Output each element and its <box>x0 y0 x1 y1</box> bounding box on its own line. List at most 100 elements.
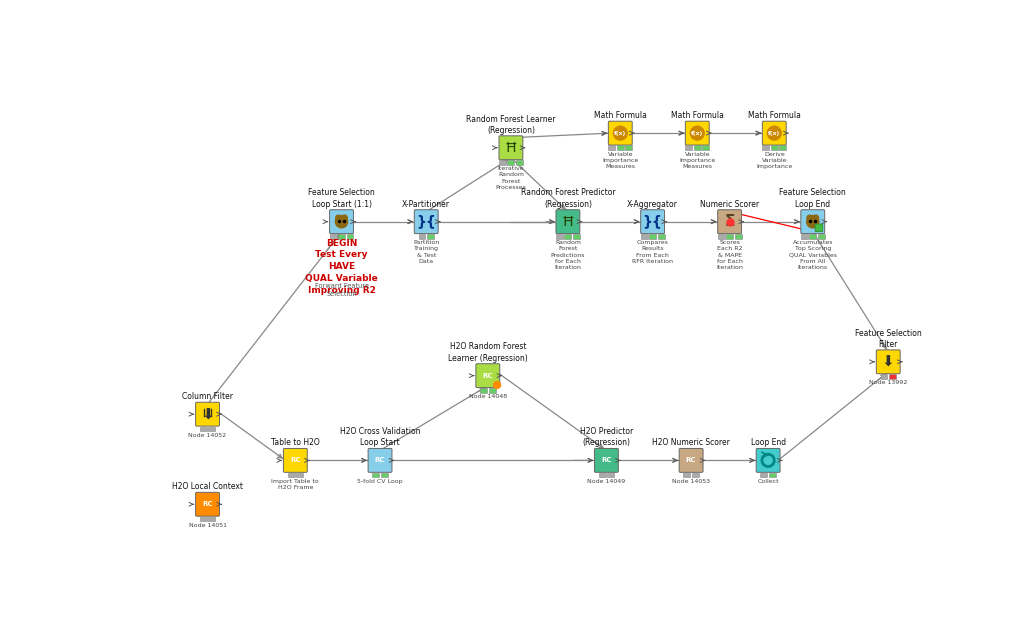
Bar <box>419 234 426 238</box>
Circle shape <box>336 215 341 221</box>
Text: H2O Numeric Scorer: H2O Numeric Scorer <box>653 438 730 447</box>
Bar <box>329 234 337 238</box>
Text: RC: RC <box>601 458 611 463</box>
FancyBboxPatch shape <box>556 210 580 233</box>
Text: ⬇: ⬇ <box>882 355 895 370</box>
Bar <box>640 234 648 238</box>
Bar <box>480 388 487 393</box>
Text: Node 14049: Node 14049 <box>587 479 626 484</box>
Bar <box>200 517 207 521</box>
Text: Math Formula: Math Formula <box>594 111 646 120</box>
Bar <box>809 234 816 238</box>
FancyBboxPatch shape <box>196 403 220 426</box>
Text: Math Formula: Math Formula <box>671 111 724 120</box>
Bar <box>760 472 768 478</box>
Text: RC: RC <box>483 372 493 379</box>
Circle shape <box>813 215 818 221</box>
Bar <box>769 472 776 478</box>
Text: Random Forest Learner
(Regression): Random Forest Learner (Regression) <box>466 115 555 135</box>
Text: H2O Random Forest
Learner (Regression): H2O Random Forest Learner (Regression) <box>448 342 527 363</box>
Bar <box>427 234 434 238</box>
Bar <box>889 374 896 379</box>
Circle shape <box>807 215 812 221</box>
Text: f(x): f(x) <box>691 131 703 136</box>
FancyBboxPatch shape <box>876 350 900 374</box>
Bar <box>771 146 778 150</box>
Bar <box>650 234 656 238</box>
Text: f(x): f(x) <box>768 131 780 136</box>
FancyBboxPatch shape <box>762 121 786 145</box>
Circle shape <box>336 215 348 228</box>
Bar <box>726 234 733 238</box>
Text: Loop End: Loop End <box>750 438 785 447</box>
FancyBboxPatch shape <box>815 224 823 231</box>
Text: Ħ: Ħ <box>562 215 574 229</box>
FancyBboxPatch shape <box>595 449 618 472</box>
Text: Scores
Each R2
& MAPE
for Each
Iteration: Scores Each R2 & MAPE for Each Iteration <box>716 240 743 270</box>
Text: Feature Selection
Filter: Feature Selection Filter <box>855 329 922 349</box>
Bar <box>616 146 624 150</box>
Text: Accumulates
Top Scoring
QUAL Variables
From All
Iterations: Accumulates Top Scoring QUAL Variables F… <box>788 240 837 270</box>
Bar <box>208 517 215 521</box>
Bar <box>372 472 379 478</box>
Bar <box>686 146 692 150</box>
FancyBboxPatch shape <box>414 210 438 233</box>
Circle shape <box>807 215 818 228</box>
Circle shape <box>613 126 627 140</box>
Text: RC: RC <box>686 458 696 463</box>
Text: Column Filter: Column Filter <box>182 392 233 401</box>
Bar <box>208 426 215 431</box>
Text: Feature Selection
Loop Start (1:1): Feature Selection Loop Start (1:1) <box>308 188 375 208</box>
Bar <box>599 472 606 478</box>
Text: Node 14051: Node 14051 <box>189 523 227 528</box>
FancyBboxPatch shape <box>329 210 353 233</box>
FancyBboxPatch shape <box>756 449 780 472</box>
Text: 5-fold CV Loop: 5-fold CV Loop <box>357 479 403 484</box>
Bar <box>296 472 304 478</box>
Bar <box>692 472 699 478</box>
FancyBboxPatch shape <box>680 449 703 472</box>
Bar <box>817 234 825 238</box>
Bar <box>608 146 615 150</box>
Text: Table to H2O: Table to H2O <box>271 438 320 447</box>
FancyBboxPatch shape <box>801 210 825 233</box>
Text: Σ: Σ <box>724 214 735 229</box>
FancyBboxPatch shape <box>499 136 523 160</box>
Circle shape <box>768 126 781 140</box>
Text: }{: }{ <box>416 215 436 229</box>
Bar <box>718 234 724 238</box>
Text: Node 14048: Node 14048 <box>468 394 507 399</box>
Bar <box>508 160 515 165</box>
Bar <box>200 426 207 431</box>
Text: Variable
Importance
Measures: Variable Importance Measures <box>680 152 716 169</box>
Bar <box>489 388 495 393</box>
Bar <box>694 146 700 150</box>
FancyBboxPatch shape <box>608 121 632 145</box>
Bar <box>565 234 572 238</box>
Text: Math Formula: Math Formula <box>748 111 801 120</box>
Circle shape <box>493 381 500 388</box>
Text: RC: RC <box>290 458 300 463</box>
Bar <box>801 234 808 238</box>
Bar <box>735 234 742 238</box>
Circle shape <box>690 126 704 140</box>
Bar <box>658 234 664 238</box>
Text: X-Partitioner: X-Partitioner <box>402 199 451 208</box>
Text: Node 14053: Node 14053 <box>672 479 710 484</box>
FancyBboxPatch shape <box>196 492 220 516</box>
Text: }{: }{ <box>642 215 662 229</box>
Text: Collect: Collect <box>757 479 779 484</box>
Bar <box>762 146 770 150</box>
Text: Import Table to
H2O Frame: Import Table to H2O Frame <box>271 479 319 490</box>
Text: Compares
Results
From Each
RFR Iteration: Compares Results From Each RFR Iteration <box>632 240 673 263</box>
Bar <box>346 234 353 238</box>
Text: RC: RC <box>375 458 385 463</box>
Bar <box>684 472 690 478</box>
Bar <box>626 146 632 150</box>
Bar <box>499 160 506 165</box>
Text: Ħ: Ħ <box>505 141 517 154</box>
Text: BEGIN
Test Every
HAVE
QUAL Variable
Improving R2: BEGIN Test Every HAVE QUAL Variable Impr… <box>306 238 378 295</box>
Bar <box>516 160 523 165</box>
Text: Iterative
Random
Forest
Processes: Iterative Random Forest Processes <box>495 166 526 190</box>
Text: ⬇: ⬇ <box>201 408 213 422</box>
